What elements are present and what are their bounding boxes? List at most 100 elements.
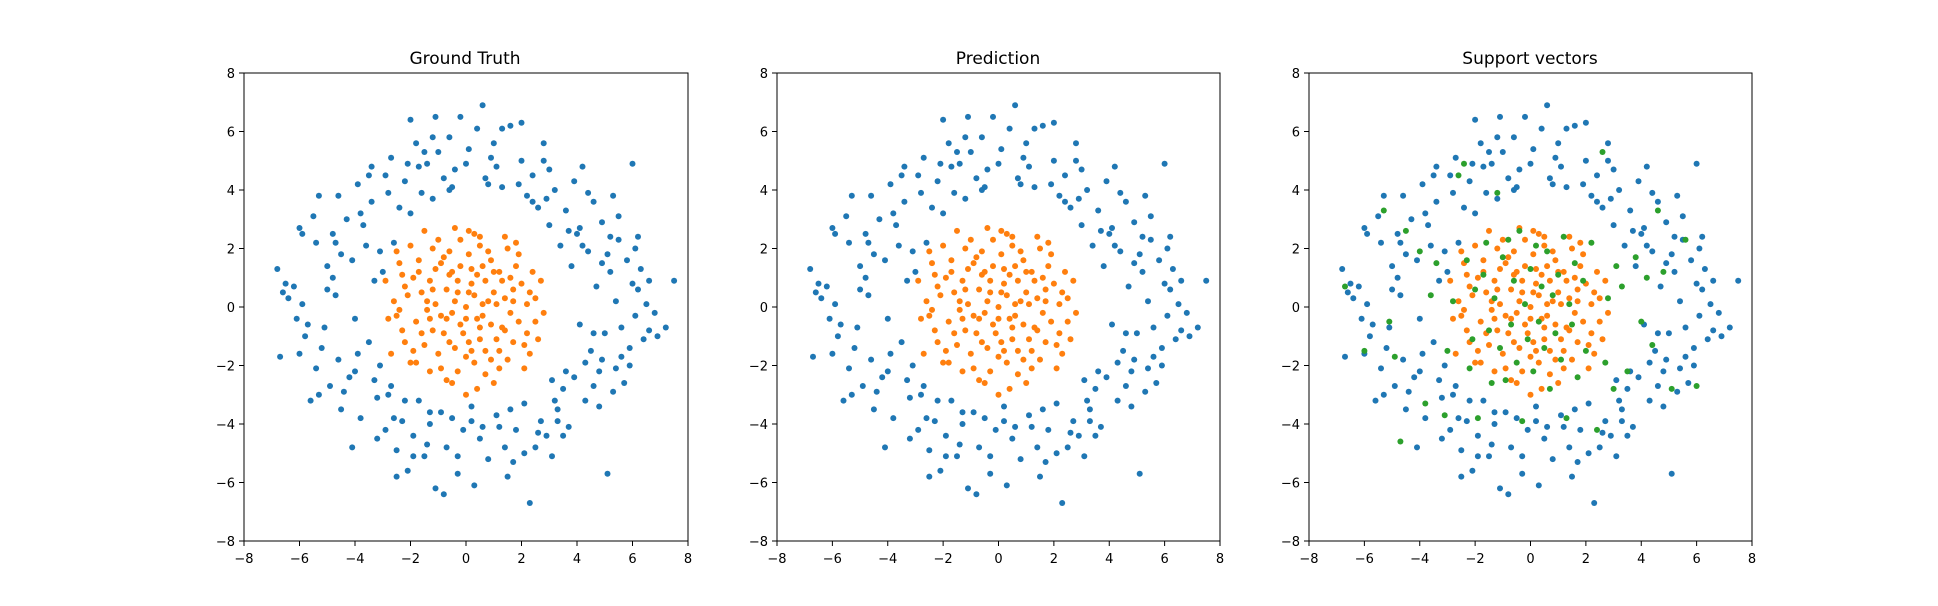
data-point <box>967 236 974 243</box>
data-point <box>882 257 888 264</box>
data-point <box>465 339 472 346</box>
data-point <box>990 263 996 270</box>
data-point <box>870 251 877 258</box>
data-point <box>596 368 603 375</box>
data-point <box>354 350 361 357</box>
data-point <box>440 175 447 182</box>
data-point <box>504 245 511 252</box>
data-point <box>1034 444 1041 451</box>
data-point <box>327 383 333 389</box>
data-point <box>1486 453 1492 460</box>
data-point <box>332 239 339 246</box>
x-tick-label: −6 <box>1355 552 1374 567</box>
data-point <box>1502 260 1509 267</box>
data-point <box>1441 362 1448 369</box>
data-point <box>543 195 550 202</box>
data-point <box>396 260 403 267</box>
data-point <box>1486 327 1492 334</box>
data-point <box>1494 327 1501 334</box>
data-point <box>1414 257 1420 264</box>
data-point <box>474 385 481 392</box>
data-point <box>429 286 436 293</box>
data-point <box>942 347 949 354</box>
data-point <box>590 383 597 389</box>
data-point <box>1690 362 1697 369</box>
data-point <box>1014 347 1021 354</box>
data-point <box>1519 470 1526 477</box>
data-point <box>410 453 417 460</box>
data-point <box>890 415 897 422</box>
data-point <box>1582 119 1589 126</box>
data-point <box>482 347 489 354</box>
data-point <box>1436 277 1443 284</box>
data-point <box>973 330 980 337</box>
data-point <box>612 298 619 305</box>
data-point <box>282 280 289 287</box>
data-point <box>1039 309 1046 316</box>
data-point <box>457 321 464 328</box>
data-point <box>474 125 481 132</box>
data-point <box>454 289 461 296</box>
data-point <box>410 432 417 439</box>
data-point <box>1497 113 1503 120</box>
data-point <box>1012 423 1019 430</box>
data-point <box>1017 181 1024 188</box>
data-point <box>493 301 500 308</box>
data-point <box>1577 426 1584 433</box>
data-point <box>1541 233 1548 240</box>
data-point <box>862 274 869 281</box>
data-point <box>1472 286 1479 293</box>
data-point <box>931 327 938 334</box>
data-point <box>926 312 933 319</box>
data-point <box>1541 435 1548 442</box>
data-point <box>843 213 850 220</box>
data-point <box>399 418 406 425</box>
data-point <box>579 242 586 249</box>
data-point <box>551 187 558 193</box>
data-point <box>371 277 378 284</box>
data-point <box>521 342 528 348</box>
data-point <box>1566 295 1573 302</box>
data-point <box>898 172 905 179</box>
data-point <box>978 271 985 278</box>
data-point <box>810 353 816 360</box>
data-point <box>1463 257 1470 264</box>
data-point <box>404 292 411 299</box>
y-tick-label: 6 <box>227 126 235 141</box>
data-point <box>1480 163 1487 170</box>
data-point <box>399 327 406 334</box>
data-point <box>829 225 836 231</box>
data-point <box>1533 280 1539 287</box>
data-point <box>565 227 572 234</box>
data-point <box>1555 380 1562 386</box>
x-tick-label: 6 <box>628 552 636 567</box>
data-point <box>1533 242 1539 249</box>
data-point <box>1416 315 1423 322</box>
data-point <box>1491 421 1498 427</box>
data-point <box>923 239 930 246</box>
data-point <box>926 473 933 480</box>
data-point <box>1624 368 1631 375</box>
data-point <box>1450 298 1456 305</box>
data-point <box>576 321 583 328</box>
data-point <box>1031 125 1038 132</box>
data-point <box>479 423 486 430</box>
data-point <box>1591 500 1598 506</box>
data-point <box>1538 271 1545 278</box>
data-point <box>513 239 519 246</box>
data-point <box>976 286 983 293</box>
data-point <box>1028 423 1035 430</box>
data-point <box>1375 213 1382 220</box>
data-point <box>560 385 567 392</box>
data-point <box>1139 233 1146 240</box>
data-point <box>1502 312 1509 319</box>
data-point <box>1026 412 1032 419</box>
data-point <box>1433 260 1440 267</box>
data-point <box>987 277 994 284</box>
data-point <box>429 134 436 141</box>
data-point <box>1158 345 1165 351</box>
data-point <box>532 444 539 451</box>
data-point <box>1488 160 1495 167</box>
data-point <box>599 356 605 363</box>
data-point <box>1541 324 1548 331</box>
